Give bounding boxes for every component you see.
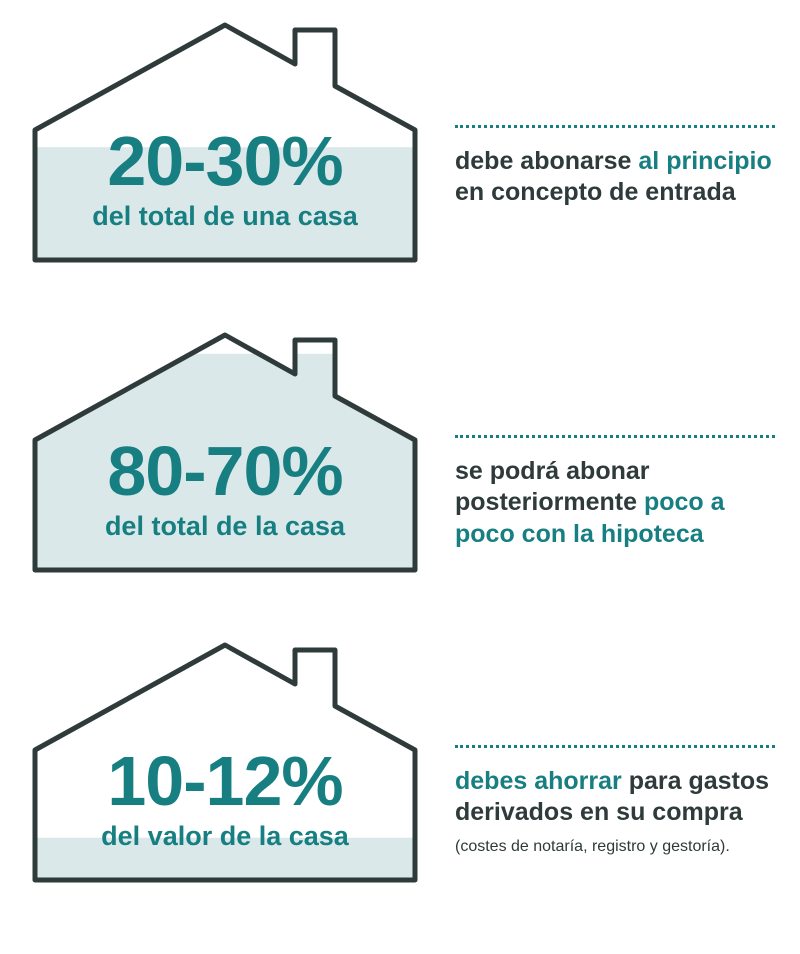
house-1-subtitle: del total de una casa (92, 201, 359, 231)
house-1-svg: 20-30% del total de una casa (25, 10, 425, 270)
row-1-desc-before: debe abonarse (455, 147, 638, 175)
row-2-desc-before: se podrá abonar posteriormente (455, 457, 650, 516)
house-3-svg: 10-12% del valor de la casa (25, 630, 425, 890)
house-1-percent: 20-30% (107, 122, 342, 200)
row-2-right: se podrá abonar posteriormente poco a po… (425, 320, 775, 550)
house-2-subtitle: del total de la casa (105, 511, 346, 541)
row-2: 80-70% del total de la casa se podrá abo… (25, 320, 775, 580)
row-1: 20-30% del total de una casa debe abonar… (25, 10, 775, 270)
row-1-desc-after: en concepto de entrada (455, 178, 736, 206)
row-1-desc: debe abonarse al principio en concepto d… (455, 146, 775, 209)
row-3-desc: debes ahorrar para gastos derivados en s… (455, 766, 775, 829)
row-1-desc-highlight: al principio (638, 147, 771, 175)
row-3-right: debes ahorrar para gastos derivados en s… (425, 630, 775, 857)
row-3-divider (455, 745, 775, 748)
row-3: 10-12% del valor de la casa debes ahorra… (25, 630, 775, 890)
row-1-divider (455, 125, 775, 128)
house-3-percent: 10-12% (107, 742, 342, 820)
infographic-page: 20-30% del total de una casa debe abonar… (0, 0, 800, 954)
row-3-desc-highlight: debes ahorrar (455, 767, 622, 795)
row-3-note: (costes de notaría, registro y gestoría)… (455, 837, 775, 858)
house-2-percent: 80-70% (107, 432, 342, 510)
house-1: 20-30% del total de una casa (25, 10, 425, 270)
house-2: 80-70% del total de la casa (25, 320, 425, 580)
row-2-desc: se podrá abonar posteriormente poco a po… (455, 456, 775, 550)
house-2-svg: 80-70% del total de la casa (25, 320, 425, 580)
house-3-subtitle: del valor de la casa (101, 821, 350, 851)
row-1-right: debe abonarse al principio en concepto d… (425, 10, 775, 209)
house-3: 10-12% del valor de la casa (25, 630, 425, 890)
row-2-divider (455, 435, 775, 438)
